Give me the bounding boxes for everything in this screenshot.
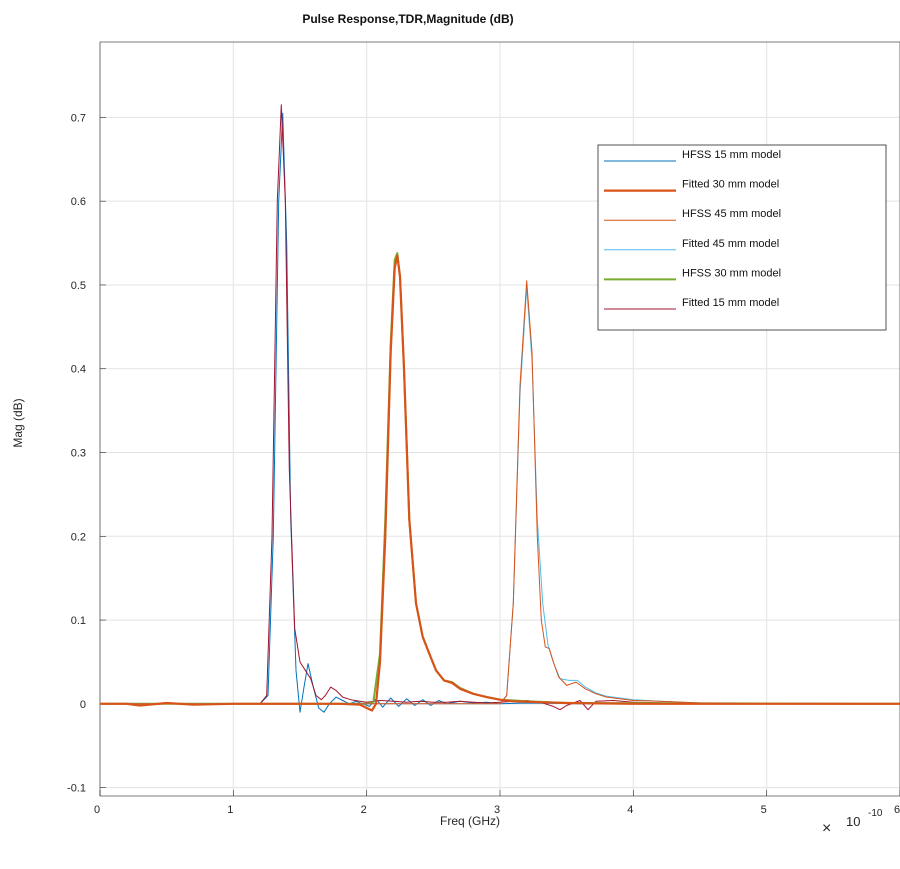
legend-entry-label: HFSS 15 mm model [682, 149, 781, 161]
legend-entry-label: Fitted 30 mm model [682, 179, 779, 191]
legend-box [597, 144, 887, 331]
x-tick-label: 5 [761, 804, 767, 816]
y-tick-label: 0.7 [71, 112, 86, 124]
series-line-2 [100, 280, 900, 705]
x-tick-label: 6 [894, 804, 900, 816]
series-lines [100, 104, 900, 713]
x-exponent-times-sign: × [822, 820, 831, 837]
axis-ticks: 0 1 2 3 4 5 6 -0.1 0 0.1 0.2 0.3 0.4 0.5 0.6 0.7 [67, 112, 900, 816]
legend-entry-label: Fitted 15 mm model [682, 297, 779, 309]
x-tick-label: 0 [94, 804, 100, 816]
x-tick-label: 1 [227, 804, 233, 816]
y-tick-label: 0.5 [71, 280, 86, 292]
y-tick-label: 0.4 [71, 364, 86, 376]
legend-entry-label: Fitted 45 mm model [682, 238, 779, 250]
y-tick-label: 0 [80, 699, 86, 711]
legend-entry-label: HFSS 45 mm model [682, 208, 781, 220]
legend-entry-label: HFSS 30 mm model [682, 267, 781, 279]
x-axis-label: Freq (GHz) [440, 814, 500, 828]
chart-title: Pulse Response,TDR,Magnitude (dB) [302, 12, 513, 26]
x-exponent-ten: 10 [846, 814, 860, 829]
y-tick-label: -0.1 [67, 783, 86, 795]
x-exponent-power: -10 [868, 808, 883, 819]
series-line-5 [100, 104, 900, 711]
legend: HFSS 15 mm model Fitted 30 mm model HFSS 4… [597, 144, 887, 331]
y-tick-label: 0.6 [71, 196, 86, 208]
series-line-1 [100, 254, 900, 712]
y-axis-label: Mag (dB) [11, 398, 25, 447]
x-tick-label: 4 [627, 804, 633, 816]
y-tick-label: 0.3 [71, 448, 86, 460]
x-axis-exponent: × 10 -10 [822, 808, 883, 837]
x-tick-label: 2 [361, 804, 367, 816]
y-tick-label: 0.2 [71, 531, 86, 543]
x-tick-label: 3 [494, 804, 500, 816]
y-tick-label: 0.1 [71, 615, 86, 627]
